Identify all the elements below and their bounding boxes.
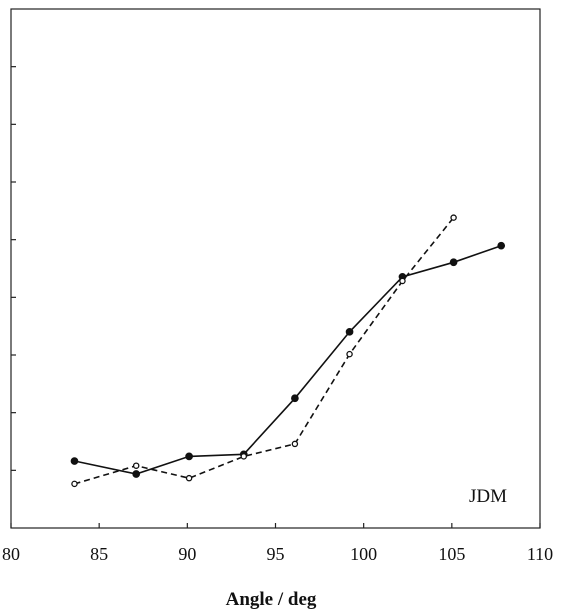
- plot-area-frame: [10, 8, 541, 529]
- data-point-dashed: [291, 440, 299, 448]
- x-axis-title: Angle / deg: [226, 589, 317, 610]
- data-point-dashed: [240, 453, 248, 460]
- x-tick-label: 95: [267, 544, 285, 564]
- data-point-solid: [291, 394, 299, 403]
- data-point-dashed: [399, 277, 406, 285]
- x-tick-label: 100: [350, 544, 377, 564]
- data-point-solid: [70, 457, 79, 465]
- data-point-dashed: [346, 350, 353, 358]
- x-tick-label: 105: [438, 544, 465, 564]
- data-point-solid: [345, 327, 354, 336]
- series-line-dashed: [74, 217, 455, 485]
- series-line-solid: [74, 244, 502, 475]
- data-point-solid: [449, 258, 458, 267]
- data-point-dashed: [132, 462, 140, 469]
- data-point-solid: [185, 452, 193, 461]
- data-point-solid: [132, 470, 141, 478]
- x-tick-label: 85: [90, 544, 108, 564]
- x-tick-label: 110: [527, 544, 553, 564]
- data-point-dashed: [185, 474, 193, 482]
- x-tick-label: 90: [178, 544, 196, 564]
- jdm-annotation: JDM: [469, 486, 507, 507]
- series-layer: [70, 214, 506, 488]
- data-point-dashed: [450, 214, 457, 221]
- x-tick-label: 80: [2, 544, 20, 564]
- data-point-solid: [497, 241, 506, 250]
- x-axis-ticks: 80 85 90 95 100 105 110: [2, 523, 553, 564]
- y-axis-ticks: [11, 66, 16, 471]
- data-point-dashed: [71, 480, 78, 488]
